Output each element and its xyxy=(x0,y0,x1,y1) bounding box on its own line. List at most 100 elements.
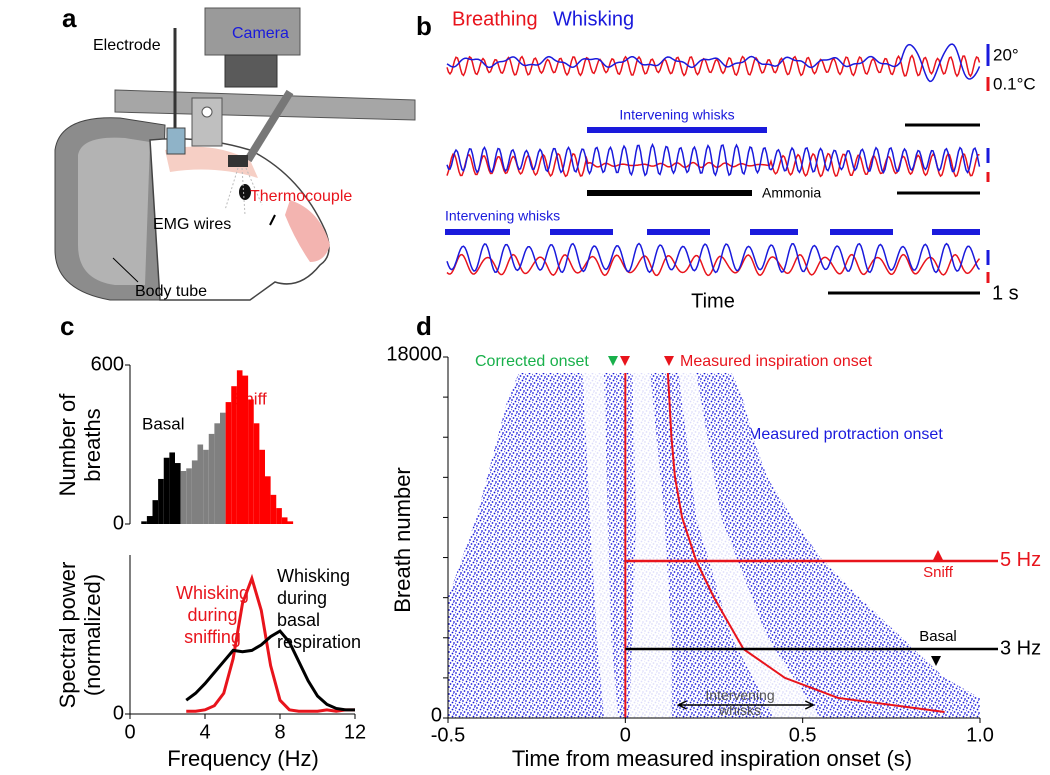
trace xyxy=(446,43,981,83)
bar xyxy=(208,433,215,524)
wires xyxy=(224,167,263,216)
axis-label: Time xyxy=(691,290,735,312)
annotation: Measured inspiration onset xyxy=(680,353,873,370)
rate-tag: Sniff xyxy=(923,564,954,581)
panel-label: a xyxy=(62,3,77,33)
annotation: Intervening whisks xyxy=(705,687,775,718)
annotation: Corrected onset xyxy=(475,353,589,370)
bar xyxy=(146,516,153,524)
bar xyxy=(180,471,187,524)
body-tube-inner xyxy=(78,137,150,285)
annotation: Measured protraction onset xyxy=(748,426,943,443)
label: EMG wires xyxy=(153,216,231,233)
thermo-pointer xyxy=(269,214,276,226)
thermocouple-rod xyxy=(244,89,294,163)
annotation-bar xyxy=(587,190,752,196)
annotation: Intervening whisks xyxy=(445,208,560,224)
bar xyxy=(191,460,198,524)
bar xyxy=(214,423,220,524)
marker xyxy=(664,356,674,366)
x-tick-label: 4 xyxy=(199,721,210,743)
bar xyxy=(265,476,271,524)
y-tick-label: 0 xyxy=(113,512,124,534)
x-tick-label: 0.5 xyxy=(789,724,817,746)
panel-label: d xyxy=(416,311,432,341)
bar xyxy=(203,449,209,524)
x-tick-label: 0 xyxy=(124,721,135,743)
y-tick-label: 0 xyxy=(431,704,442,726)
bar xyxy=(253,423,260,524)
label: Body tube xyxy=(135,283,207,300)
panel-label: c xyxy=(60,311,74,341)
annotation: Ammonia xyxy=(762,185,821,201)
x-tick-label: -0.5 xyxy=(431,724,465,746)
axis-label: Number of breaths xyxy=(55,393,105,497)
nose xyxy=(285,200,330,262)
label: Electrode xyxy=(93,37,161,54)
tube-pointer xyxy=(112,257,139,283)
marker xyxy=(608,356,618,366)
bar xyxy=(186,468,192,524)
x-tick-label: 12 xyxy=(344,721,366,743)
x-tick-label: 0 xyxy=(620,724,631,746)
whisker-pad xyxy=(228,155,248,167)
trace xyxy=(446,54,981,78)
headpost-hole xyxy=(201,106,213,118)
trace xyxy=(446,242,981,274)
marker xyxy=(931,656,941,666)
label: Camera xyxy=(232,25,289,42)
trace xyxy=(446,142,981,177)
annotation: Intervening whisks xyxy=(619,107,734,123)
scale-label: 20° xyxy=(993,45,1019,64)
bar xyxy=(231,386,237,524)
annotation: Basal xyxy=(142,414,185,433)
scale-label: 0.1°C xyxy=(993,74,1036,93)
rate-tag: Basal xyxy=(919,628,957,645)
camera-body xyxy=(204,7,301,56)
axis-label: Spectral power (normalized) xyxy=(55,561,105,709)
illustration: Electrode Camera Thermocouple EMG wires … xyxy=(54,7,416,301)
bar xyxy=(197,444,204,524)
x-tick-label: 8 xyxy=(274,721,285,743)
gap xyxy=(582,373,619,718)
line xyxy=(185,629,355,712)
y-tick-label: 18000 xyxy=(386,343,442,365)
eye xyxy=(239,184,251,200)
whisk-bars xyxy=(445,229,980,235)
bar xyxy=(276,508,282,524)
head-bar xyxy=(114,89,416,121)
marker xyxy=(620,356,630,366)
arrow xyxy=(676,700,815,710)
raster xyxy=(448,373,980,718)
rate-label: 3 Hz xyxy=(1000,637,1041,659)
skull-window xyxy=(165,146,258,178)
inspiration-curve xyxy=(666,372,945,713)
bar xyxy=(152,500,159,524)
legend-label: Whisking xyxy=(553,8,634,30)
trace xyxy=(446,253,981,277)
headpost xyxy=(191,97,223,147)
bar xyxy=(158,478,164,524)
axis-label: Frequency (Hz) xyxy=(167,746,319,771)
bar xyxy=(141,521,147,524)
marker xyxy=(933,550,943,560)
trace xyxy=(446,152,980,178)
series-label: Whisking during sniffing xyxy=(175,583,250,647)
panel-label: b xyxy=(416,11,432,41)
bar xyxy=(236,370,243,524)
y-tick-label: 600 xyxy=(91,353,124,375)
y-tick-label: 0 xyxy=(113,702,124,724)
bar xyxy=(225,402,232,524)
scale-label: 1 s xyxy=(992,282,1019,304)
label: Thermocouple xyxy=(250,188,352,205)
legend-label: Breathing xyxy=(452,8,538,30)
gap xyxy=(628,373,672,718)
axis-label: Breath number xyxy=(390,467,415,613)
bar xyxy=(259,449,265,524)
bar xyxy=(242,375,249,524)
bar xyxy=(248,399,254,524)
bar xyxy=(169,452,175,524)
rate-label: 5 Hz xyxy=(1000,549,1041,571)
